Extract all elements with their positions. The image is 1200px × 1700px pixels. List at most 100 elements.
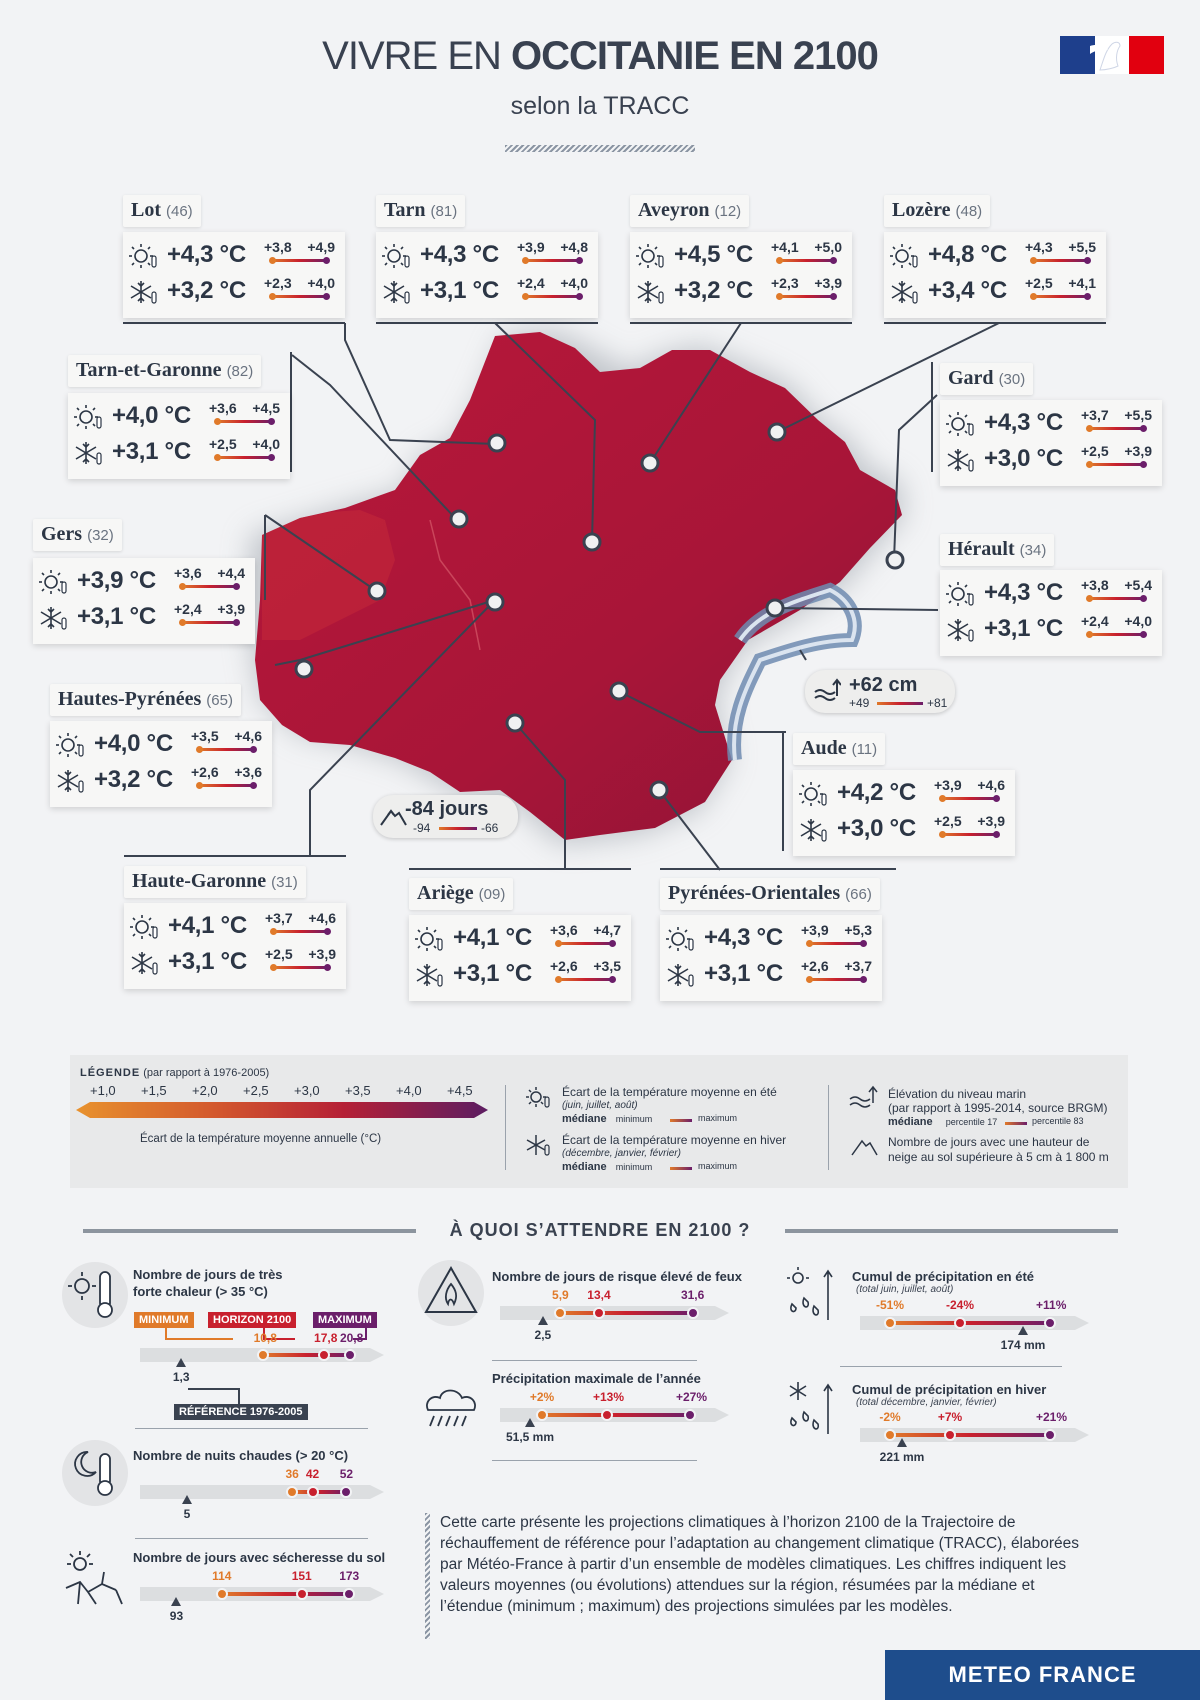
winter-min: +2,5: [265, 946, 293, 962]
sea-level-badge: +62 cm +49 +81: [805, 670, 955, 713]
rain-summer-max-label: +11%: [1036, 1298, 1067, 1312]
heat-min-dot: [257, 1349, 270, 1361]
sun-thermometer-icon: [799, 782, 827, 806]
summer-row: +4,3 °C +3,8 +4,9: [123, 237, 345, 273]
legend-sea-bar: [1005, 1122, 1027, 1125]
minimum-tag: MINIMUM: [134, 1312, 194, 1328]
snowflake-thermometer-icon: [667, 964, 694, 987]
scale-tick: +1,0: [90, 1083, 116, 1098]
section-title: À QUOI S’ATTENDRE EN 2100 ?: [449, 1220, 751, 1240]
drought-max-dot: [343, 1588, 356, 1600]
winter-range-bar: [196, 782, 257, 789]
legend-summer-sub: (juin, juillet, août): [562, 1100, 638, 1111]
maximum-tag: MAXIMUM: [313, 1312, 377, 1328]
winter-median: +3,2 °C: [167, 277, 246, 304]
winter-median: +3,4 °C: [928, 277, 1007, 304]
winter-range-bar: [269, 293, 330, 300]
winter-median: +3,2 °C: [94, 766, 173, 793]
region-shape: [255, 332, 902, 840]
summer-min: +3,9: [801, 922, 829, 938]
rain-winter-sub: (total décembre, janvier, février): [856, 1397, 997, 1408]
heat-range: [263, 1353, 350, 1357]
winter-range-bar: [776, 293, 837, 300]
summer-row: +4,2 °C +3,9 +4,6: [793, 775, 1015, 811]
summer-max: +4,6: [977, 777, 1005, 793]
fire-range: [560, 1311, 693, 1315]
tarn-underline: [376, 322, 598, 324]
winter-min: +2,5: [1025, 275, 1053, 291]
ref-connector-v: [238, 1388, 240, 1406]
map-markers: [294, 422, 905, 800]
dept-name-aveyron: Aveyron (12): [630, 195, 750, 227]
scale-tick: +2,0: [192, 1083, 218, 1098]
snowflake-thermometer-icon: [131, 952, 158, 975]
pyrenees-orientales-underline: [660, 868, 896, 870]
winter-max: +4,0: [252, 436, 280, 452]
winter-row: +3,1 °C +2,4 +3,9: [33, 599, 255, 635]
page-title: VIVRE EN OCCITANIE EN 2100: [322, 34, 879, 78]
dept-card-pyrenees-orientales: +4,3 °C +3,9 +5,3 +3,1 °C +2,6 +3,7: [660, 915, 882, 1001]
summer-max: +4,8: [560, 239, 588, 255]
summer-range-bar: [214, 418, 275, 425]
occitanie-map: [250, 322, 1000, 871]
page-subtitle: selon la TRACC: [510, 92, 690, 120]
summer-median: +4,3 °C: [984, 409, 1063, 436]
rain-summer-min-label: -51%: [876, 1298, 905, 1312]
med-connector-h: [263, 1338, 295, 1340]
winter-min: +2,4: [517, 275, 545, 291]
winter-min: +2,5: [209, 436, 237, 452]
summer-range-bar: [1086, 595, 1147, 602]
winter-row: +3,1 °C +2,5 +3,9: [124, 944, 346, 980]
summer-min: +3,7: [265, 910, 293, 926]
sun-cracked-soil-icon: [65, 1551, 123, 1605]
legend-winter-max: maximum: [698, 1161, 738, 1171]
snow-days-value: -84 jours: [405, 798, 489, 820]
winter-max: +3,9: [977, 813, 1005, 829]
summer-min: +3,7: [1081, 407, 1109, 423]
fire-icon-bg: [418, 1260, 484, 1326]
winter-min: +2,4: [1081, 613, 1109, 629]
drought-reference-label: 93: [169, 1609, 184, 1623]
scale-tick: +4,0: [396, 1083, 422, 1098]
sun-thermometer-icon: [130, 915, 158, 939]
rain-summer-med-label: -24%: [946, 1298, 975, 1312]
fire-title: Nombre de jours de risque élevé de feux: [492, 1269, 742, 1284]
summer-median: +4,3 °C: [420, 241, 499, 268]
snowflake-thermometer-icon: [947, 619, 974, 642]
rain-summer-min-dot: [884, 1317, 896, 1329]
fire-max-dot: [686, 1307, 699, 1319]
winter-range-bar: [179, 619, 240, 626]
snowflake-thermometer-icon: [75, 442, 102, 465]
rain-summer-max-dot: [1044, 1317, 1056, 1329]
title-divider: [505, 145, 695, 152]
scale-tick: +3,5: [345, 1083, 371, 1098]
sun-thermometer-icon: [636, 244, 664, 268]
heat-track: [140, 1348, 384, 1362]
sun-thermometer-icon: [946, 582, 974, 606]
snowflake-thermometer-icon: [383, 281, 410, 304]
rainmax-med-dot: [601, 1409, 613, 1421]
summer-max: +4,5: [252, 400, 280, 416]
summer-min: +3,6: [550, 922, 578, 938]
winter-row: +3,1 °C +2,5 +4,0: [68, 434, 290, 470]
dept-name-aude: Aude (11): [793, 733, 886, 765]
winter-max: +3,9: [814, 275, 842, 291]
summer-range-bar: [1030, 257, 1091, 264]
snow-drops-icon: [789, 1382, 833, 1434]
nights-max-label: 52: [339, 1467, 354, 1481]
summer-range-bar: [196, 746, 257, 753]
legend-summer-bar: [670, 1119, 692, 1122]
lot-underline: [123, 322, 345, 324]
meteo-france-logo: METEO FRANCE: [885, 1650, 1200, 1700]
mountain-legend-icon: [851, 1139, 878, 1156]
dept-name-gard: Gard (30): [940, 363, 1034, 395]
summer-range-bar: [179, 583, 240, 590]
rainmax-max-label: +27%: [676, 1390, 708, 1404]
legend-winter-bar: [670, 1167, 692, 1170]
rain-summer-reference-marker: [1018, 1326, 1028, 1335]
sea-level-bar: [877, 702, 923, 705]
rain-winter-range: [890, 1433, 1050, 1437]
winter-range-bar: [214, 454, 275, 461]
winter-max: +3,7: [844, 958, 872, 974]
description-hatch: [425, 1513, 430, 1639]
